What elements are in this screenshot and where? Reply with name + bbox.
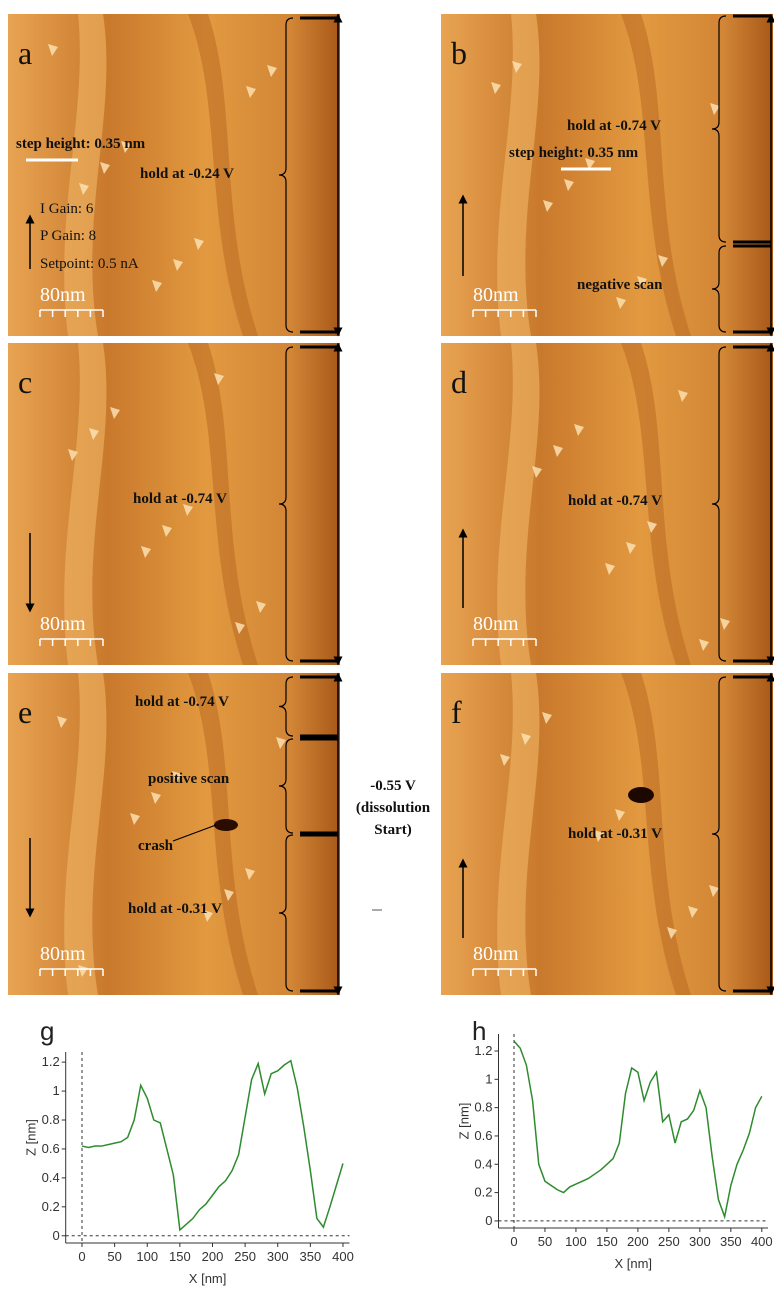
chart-label: h xyxy=(472,1016,486,1046)
y-tick-label: 0.8 xyxy=(474,1100,492,1115)
scale-bar-label: 80nm xyxy=(40,613,86,635)
annotation: P Gain: 8 xyxy=(40,228,96,244)
x-tick-label: 200 xyxy=(627,1234,649,1249)
dissolution-note: (dissolution xyxy=(356,800,431,816)
y-tick-label: 0 xyxy=(52,1228,59,1243)
x-axis-label: X [nm] xyxy=(189,1271,227,1286)
x-tick-label: 0 xyxy=(78,1249,85,1264)
y-tick-label: 0.6 xyxy=(474,1128,492,1143)
x-tick-label: 200 xyxy=(202,1249,224,1264)
x-tick-label: 350 xyxy=(720,1234,742,1249)
annotation: hold at -0.74 V xyxy=(568,493,662,509)
scale-bar-label: 80nm xyxy=(473,284,519,306)
annotation: crash xyxy=(138,838,174,854)
x-tick-label: 250 xyxy=(234,1249,256,1264)
x-tick-label: 100 xyxy=(565,1234,587,1249)
annotation: negative scan xyxy=(577,277,663,293)
profile-line xyxy=(82,1061,343,1230)
y-tick-label: 0.4 xyxy=(42,1170,60,1185)
x-tick-label: 150 xyxy=(596,1234,618,1249)
annotation: hold at -0.74 V xyxy=(133,491,227,507)
annotation: Setpoint: 0.5 nA xyxy=(40,256,139,272)
x-tick-label: 350 xyxy=(300,1249,322,1264)
y-tick-label: 1.2 xyxy=(42,1054,60,1069)
stm-panel: d hold at -0.74 V 80nm xyxy=(441,343,773,665)
y-axis-label: Z [nm] xyxy=(24,1119,39,1156)
annotation: hold at -0.31 V xyxy=(568,826,662,842)
annotation: step height: 0.35 nm xyxy=(509,145,639,161)
chart-label: g xyxy=(40,1016,54,1046)
y-tick-label: 1.2 xyxy=(474,1043,492,1058)
panel-label: e xyxy=(18,694,32,730)
stm-panel: e hold at -0.74 V positive scan crash hold a… xyxy=(8,673,340,995)
scale-bar-label: 80nm xyxy=(40,943,86,965)
y-tick-label: 0.8 xyxy=(42,1112,60,1127)
x-tick-label: 300 xyxy=(689,1234,711,1249)
stm-panel: f hold at -0.31 V 80nm xyxy=(441,673,773,995)
annotation: positive scan xyxy=(148,771,230,787)
x-tick-label: 250 xyxy=(658,1234,680,1249)
dissolution-note: Start) xyxy=(374,822,412,838)
y-tick-label: 1 xyxy=(485,1071,492,1086)
profile-line xyxy=(514,1041,762,1217)
panel-label: a xyxy=(18,35,32,71)
y-tick-label: 0 xyxy=(485,1213,492,1228)
stm-panel: b hold at -0.74 V step height: 0.35 nm nega… xyxy=(441,14,773,336)
annotation: I Gain: 6 xyxy=(40,201,94,217)
x-tick-label: 400 xyxy=(751,1234,773,1249)
stm-panel: a step height: 0.35 nm hold at -0.24 V I Ga… xyxy=(8,14,340,336)
stm-panel: c hold at -0.74 V 80nm xyxy=(8,343,340,665)
x-tick-label: 300 xyxy=(267,1249,289,1264)
x-tick-label: 0 xyxy=(510,1234,517,1249)
panel-label: b xyxy=(451,35,467,71)
dissolution-note: -0.55 V xyxy=(370,778,416,794)
x-tick-label: 150 xyxy=(169,1249,191,1264)
panel-label: d xyxy=(451,364,467,400)
scale-bar-label: 80nm xyxy=(40,284,86,306)
annotation: hold at -0.31 V xyxy=(128,901,222,917)
annotation: hold at -0.74 V xyxy=(135,694,229,710)
panel-label: f xyxy=(451,694,462,730)
crash-spot xyxy=(628,787,654,803)
y-tick-label: 0.4 xyxy=(474,1156,492,1171)
panel-label: c xyxy=(18,364,32,400)
figure: a step height: 0.35 nm hold at -0.24 V I Ga… xyxy=(0,0,774,1299)
y-tick-label: 0.6 xyxy=(42,1141,60,1156)
annotation: hold at -0.24 V xyxy=(140,166,234,182)
scale-bar-label: 80nm xyxy=(473,613,519,635)
y-tick-label: 0.2 xyxy=(42,1199,60,1214)
x-axis-label: X [nm] xyxy=(614,1256,652,1271)
x-tick-label: 50 xyxy=(538,1234,552,1249)
crash-spot xyxy=(214,819,238,831)
scale-bar-label: 80nm xyxy=(473,943,519,965)
annotation: step height: 0.35 nm xyxy=(16,136,146,152)
x-tick-label: 100 xyxy=(136,1249,158,1264)
x-tick-label: 50 xyxy=(107,1249,121,1264)
y-tick-label: 0.2 xyxy=(474,1185,492,1200)
y-tick-label: 1 xyxy=(52,1083,59,1098)
annotation: hold at -0.74 V xyxy=(567,118,661,134)
y-axis-label: Z [nm] xyxy=(457,1103,472,1140)
x-tick-label: 400 xyxy=(332,1249,354,1264)
